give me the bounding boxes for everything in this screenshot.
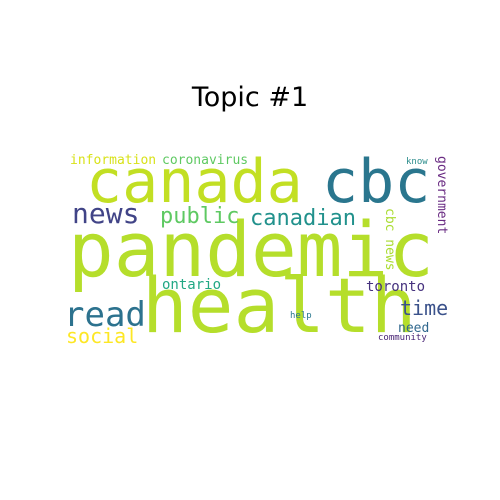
word-cbc-news: cbc news bbox=[382, 208, 397, 271]
word-government: government bbox=[434, 156, 449, 235]
word-cbc: cbc bbox=[322, 147, 431, 217]
word-pandemic: pandemic bbox=[68, 205, 435, 294]
word-canadian: canadian bbox=[250, 206, 356, 231]
word-community: community bbox=[378, 333, 427, 343]
word-time: time bbox=[400, 296, 449, 320]
word-know: know bbox=[406, 157, 428, 167]
word-help: help bbox=[290, 311, 312, 321]
word-information: information bbox=[70, 153, 157, 168]
word-cloud: pandemic health canada cbc news read pub… bbox=[64, 147, 449, 350]
word-news: news bbox=[72, 197, 140, 230]
figure-title: Topic #1 bbox=[191, 82, 309, 113]
word-canada: canada bbox=[86, 147, 303, 217]
word-public: public bbox=[160, 204, 240, 229]
word-read: read bbox=[64, 295, 146, 335]
word-ontario: ontario bbox=[162, 277, 222, 293]
word-need: need bbox=[398, 321, 430, 336]
word-coronavirus: coronavirus bbox=[162, 153, 249, 168]
word-health: health bbox=[142, 261, 417, 350]
word-toronto: toronto bbox=[366, 279, 426, 295]
word-social: social bbox=[66, 324, 139, 348]
